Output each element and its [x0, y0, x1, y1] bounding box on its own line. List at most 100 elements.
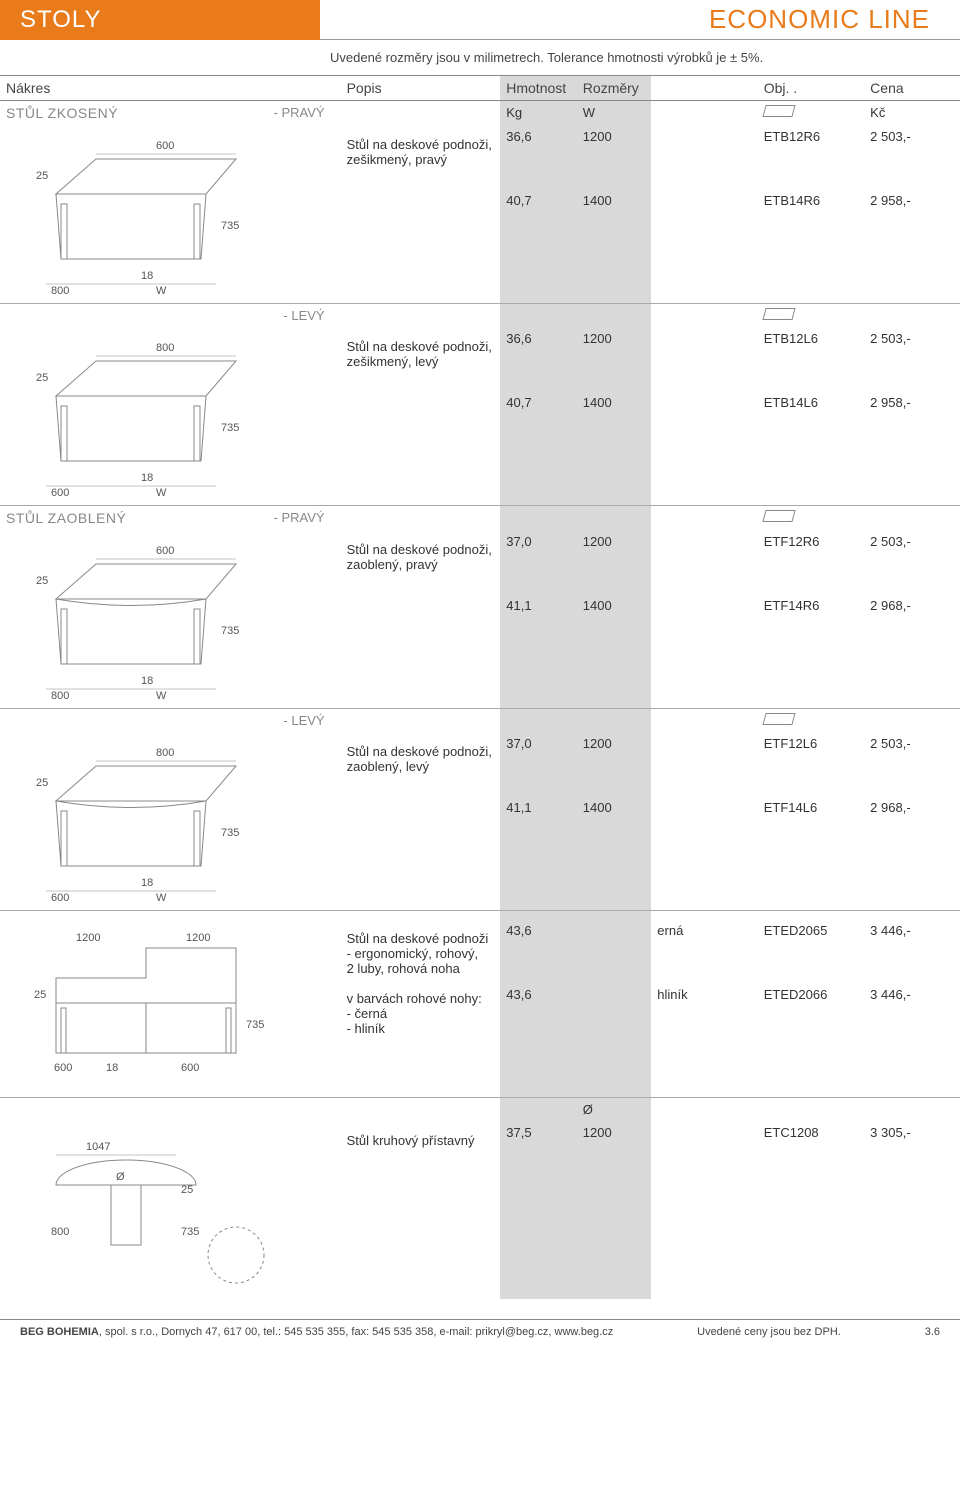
cell-note: [651, 391, 757, 455]
cell-obj: ETB14L6: [758, 391, 864, 455]
cell-roz: [577, 919, 652, 983]
section-title: STŮL ZAOBLENÝ: [6, 510, 126, 526]
svg-text:25: 25: [34, 989, 46, 1001]
cell-hm: 40,7: [500, 391, 577, 455]
section-variant: - PRAVÝ: [274, 105, 335, 120]
cell-cena: 2 968,-: [864, 594, 960, 658]
drawing-cell: 800 25 735 18 600 W: [0, 327, 341, 506]
cell-note: hliník: [651, 983, 757, 1047]
section-variant: - LEVÝ: [283, 308, 334, 323]
svg-text:735: 735: [246, 1019, 264, 1031]
cell-cena: 2 503,-: [864, 125, 960, 189]
unit-kg: [500, 709, 577, 733]
product-desc: Stůl na deskové podnoži, zešikmený, prav…: [341, 125, 501, 304]
svg-text:18: 18: [141, 675, 153, 687]
cell-cena: 2 958,-: [864, 391, 960, 455]
drawing-cell: 1200 1200 25 735 600 18 600: [0, 919, 341, 1098]
svg-text:800: 800: [51, 1226, 69, 1238]
cell-obj: ETF14L6: [758, 796, 864, 860]
cell-hm: 43,6: [500, 919, 577, 983]
svg-text:W: W: [156, 690, 167, 702]
drawing-cell: 1047 Ø 25 800 735: [0, 1121, 341, 1299]
svg-text:600: 600: [156, 545, 174, 557]
unit-kc: Kč: [864, 101, 960, 126]
section-variant: - PRAVÝ: [274, 510, 335, 525]
cell-hm: 37,0: [500, 732, 577, 796]
cell-roz: 1200: [577, 327, 652, 391]
svg-text:735: 735: [221, 220, 239, 232]
unit-kc: [864, 911, 960, 920]
svg-text:W: W: [156, 285, 167, 297]
svg-text:18: 18: [141, 877, 153, 889]
unit-kc: [864, 1098, 960, 1122]
drawing-cell: 600 25 735 18 800 W: [0, 125, 341, 304]
cell-hm: 37,0: [500, 530, 577, 594]
cell-hm: 43,6: [500, 983, 577, 1047]
shape-icon: [762, 105, 795, 117]
cell-cena: 2 968,-: [864, 796, 960, 860]
cell-note: [651, 796, 757, 860]
product-desc: Stůl na deskové podnoži - ergonomický, r…: [341, 919, 501, 1098]
svg-text:600: 600: [156, 140, 174, 152]
cell-hm: 37,5: [500, 1121, 577, 1249]
unit-kc: [864, 709, 960, 733]
unit-kg: [500, 911, 577, 920]
svg-text:1200: 1200: [76, 932, 100, 944]
shape-icon: [762, 713, 795, 725]
svg-text:1047: 1047: [86, 1141, 110, 1153]
svg-text:800: 800: [156, 747, 174, 759]
cell-obj: ETB12L6: [758, 327, 864, 391]
cell-cena: 3 446,-: [864, 983, 960, 1047]
cell-note: [651, 125, 757, 189]
svg-text:735: 735: [221, 827, 239, 839]
svg-text:800: 800: [51, 285, 69, 297]
section-title: STŮL ZKOSENÝ: [6, 105, 118, 121]
svg-text:1200: 1200: [186, 932, 210, 944]
cell-obj: ETC1208: [758, 1121, 864, 1249]
unit-w: [577, 304, 652, 328]
cell-obj: ETB14R6: [758, 189, 864, 253]
subheader-note: Uvedené rozměry jsou v milimetrech. Tole…: [0, 40, 960, 75]
unit-w: [577, 506, 652, 531]
unit-w: Ø: [577, 1098, 652, 1122]
cell-cena: 2 503,-: [864, 327, 960, 391]
unit-w: [577, 911, 652, 920]
cell-note: [651, 594, 757, 658]
cell-note: [651, 327, 757, 391]
svg-text:W: W: [156, 487, 167, 499]
svg-text:W: W: [156, 892, 167, 904]
cell-roz: 1200: [577, 1121, 652, 1249]
cell-note: [651, 530, 757, 594]
svg-text:600: 600: [181, 1062, 199, 1074]
cell-hm: 41,1: [500, 796, 577, 860]
footer-note: Uvedené ceny jsou bez DPH.: [697, 1326, 841, 1338]
cell-roz: 1400: [577, 391, 652, 455]
svg-text:600: 600: [51, 487, 69, 499]
svg-text:25: 25: [36, 777, 48, 789]
svg-text:18: 18: [141, 472, 153, 484]
svg-text:18: 18: [141, 270, 153, 282]
product-table: Nákres Popis Hmotnost Rozměry Obj. . Cen…: [0, 75, 960, 1299]
cell-obj: ETF14R6: [758, 594, 864, 658]
drawing-cell: 600 25 735 18 800 W: [0, 530, 341, 709]
shape-icon: [762, 510, 795, 522]
svg-text:25: 25: [36, 170, 48, 182]
cell-cena: 2 958,-: [864, 189, 960, 253]
cell-cena: 2 503,-: [864, 530, 960, 594]
svg-text:25: 25: [36, 372, 48, 384]
drawing-cell: 800 25 735 18 600 W: [0, 732, 341, 911]
cell-roz: 1400: [577, 594, 652, 658]
col-rozmery: Rozměry: [577, 76, 652, 101]
cell-note: [651, 1121, 757, 1249]
section-variant: - LEVÝ: [283, 713, 334, 728]
svg-text:18: 18: [106, 1062, 118, 1074]
cell-cena: 3 305,-: [864, 1121, 960, 1249]
unit-kg: [500, 304, 577, 328]
cell-note: erná: [651, 919, 757, 983]
cell-obj: ETED2066: [758, 983, 864, 1047]
footer-page: 3.6: [925, 1326, 940, 1338]
cell-obj: ETF12L6: [758, 732, 864, 796]
svg-text:800: 800: [51, 690, 69, 702]
svg-text:600: 600: [51, 892, 69, 904]
product-desc: Stůl na deskové podnoži, zaoblený, levý: [341, 732, 501, 911]
